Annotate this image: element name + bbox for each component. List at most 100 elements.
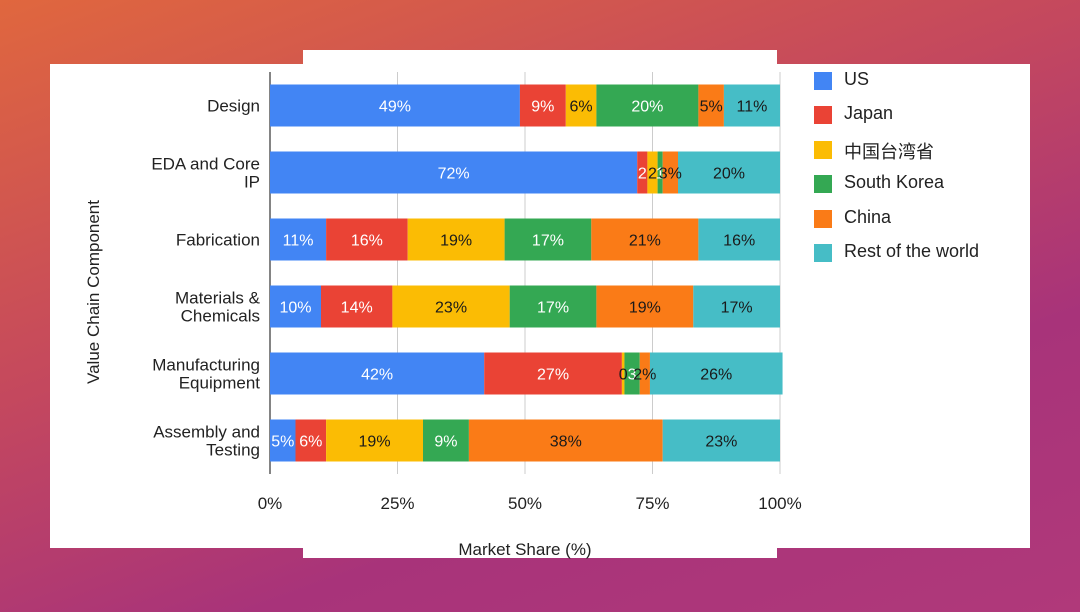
data-label: 3 bbox=[628, 367, 637, 384]
bar-segment bbox=[662, 419, 780, 462]
data-label: 11% bbox=[737, 99, 768, 116]
bar-segment bbox=[693, 285, 780, 328]
legend-label: South Korea bbox=[844, 172, 945, 193]
bar-segment bbox=[504, 218, 592, 261]
bar-segment bbox=[657, 151, 663, 194]
category-label: Assembly and Testing bbox=[153, 423, 260, 460]
data-label: 23% bbox=[435, 300, 467, 317]
x-tick-labels: 0% 25% 50% 75% 100% bbox=[258, 494, 802, 513]
bar-segment bbox=[468, 419, 663, 462]
legend-swatch bbox=[814, 72, 832, 90]
legend-swatch bbox=[814, 140, 832, 159]
data-label: 26% bbox=[700, 367, 732, 384]
data-label: 20% bbox=[631, 99, 663, 116]
bar-segment bbox=[407, 218, 505, 261]
bar-segment bbox=[519, 84, 566, 127]
legend-swatch bbox=[814, 106, 832, 125]
category-label: Manufacturing Equipment bbox=[152, 356, 260, 393]
data-label: 72% bbox=[438, 166, 470, 183]
legend-swatch bbox=[814, 175, 832, 194]
bar-segment bbox=[596, 84, 699, 127]
bar-segment bbox=[591, 218, 699, 261]
legend-label: US bbox=[844, 69, 870, 89]
data-label: 19% bbox=[440, 233, 472, 250]
data-label: 1 bbox=[656, 166, 665, 183]
legend-label: 中国台湾省 bbox=[844, 141, 934, 162]
data-label: 5% bbox=[700, 99, 723, 116]
data-label: 21% bbox=[629, 233, 661, 250]
x-axis-title: Market Share (%) bbox=[458, 540, 591, 559]
data-label: 16% bbox=[723, 233, 755, 250]
data-label: 17% bbox=[721, 300, 753, 317]
data-label: 14% bbox=[341, 300, 373, 317]
bar-segment bbox=[565, 84, 597, 127]
x-tick-label: 50% bbox=[508, 494, 542, 513]
legend-item: Japan bbox=[814, 100, 1024, 134]
data-label: 3% bbox=[659, 166, 682, 183]
data-label: 27% bbox=[537, 367, 569, 384]
data-label: 17% bbox=[537, 300, 569, 317]
bar-segment bbox=[647, 151, 658, 194]
data-label: 23% bbox=[705, 434, 737, 451]
category-label: Design bbox=[207, 97, 260, 116]
category-labels: Design EDA and Core IP Fabrication Materials… bbox=[151, 97, 260, 460]
bar-segment bbox=[698, 84, 724, 127]
bar-segment bbox=[270, 218, 327, 261]
gridlines bbox=[269, 72, 781, 474]
bar-segment bbox=[295, 419, 327, 462]
bar-segment bbox=[649, 352, 783, 395]
legend-swatch bbox=[814, 243, 832, 262]
data-label: 9% bbox=[531, 99, 554, 116]
data-label: 2 bbox=[638, 166, 647, 183]
data-label: 6% bbox=[299, 434, 322, 451]
data-label: 19% bbox=[629, 300, 661, 317]
x-tick-label: 25% bbox=[380, 494, 414, 513]
data-label: 38% bbox=[550, 434, 582, 451]
bar-segment bbox=[662, 151, 678, 194]
data-label: 2% bbox=[633, 367, 656, 384]
bar-segment bbox=[270, 352, 485, 395]
bar-segment bbox=[326, 218, 408, 261]
data-label: 11% bbox=[283, 233, 314, 250]
bar-segment bbox=[639, 352, 650, 395]
legend-label: Japan bbox=[844, 103, 894, 124]
y-axis-title: Value Chain Component bbox=[84, 200, 103, 384]
x-tick-label: 100% bbox=[758, 494, 801, 513]
data-label: 10% bbox=[279, 300, 311, 317]
bar-segment bbox=[723, 84, 780, 127]
bar-segment bbox=[621, 352, 625, 395]
bar-segment bbox=[423, 419, 469, 462]
bar-segment bbox=[698, 218, 780, 261]
x-tick-label: 75% bbox=[635, 494, 669, 513]
bar-segment bbox=[596, 285, 694, 328]
legend-swatch bbox=[814, 209, 832, 228]
data-label: 49% bbox=[379, 99, 411, 116]
bar-segment bbox=[392, 285, 510, 328]
bar-segment bbox=[484, 352, 622, 395]
bar-segment bbox=[624, 352, 640, 395]
legend-item: 中国台湾省 bbox=[814, 135, 1024, 169]
bars bbox=[270, 84, 783, 462]
data-label: 20% bbox=[713, 166, 745, 183]
legend: US Japan 中国台湾省 South Korea China Rest of the … bbox=[814, 66, 1024, 272]
legend-item: China bbox=[814, 204, 1024, 238]
bar-segment bbox=[270, 84, 520, 127]
bar-segment bbox=[637, 151, 648, 194]
x-tick-label: 0% bbox=[258, 494, 283, 513]
data-label: 6% bbox=[570, 99, 593, 116]
category-label: Materials & Chemicals bbox=[175, 289, 261, 326]
bar-segment bbox=[509, 285, 597, 328]
legend-item: Rest of the world bbox=[814, 238, 1024, 272]
category-label: Fabrication bbox=[176, 231, 260, 250]
data-label: 19% bbox=[359, 434, 391, 451]
data-label: 42% bbox=[361, 367, 393, 384]
legend-item: US bbox=[814, 66, 1024, 100]
data-label: 2 bbox=[648, 166, 657, 183]
data-label: 9% bbox=[434, 434, 457, 451]
data-label: 5% bbox=[271, 434, 294, 451]
bar-labels: 49% 9% 6% 20% 5% 11% 72% 2 213% 20% 11% 16% 19% 17% 21… bbox=[271, 99, 767, 451]
bar-segment bbox=[270, 419, 296, 462]
bar-segment bbox=[321, 285, 393, 328]
category-label: EDA and Core IP bbox=[151, 155, 260, 192]
